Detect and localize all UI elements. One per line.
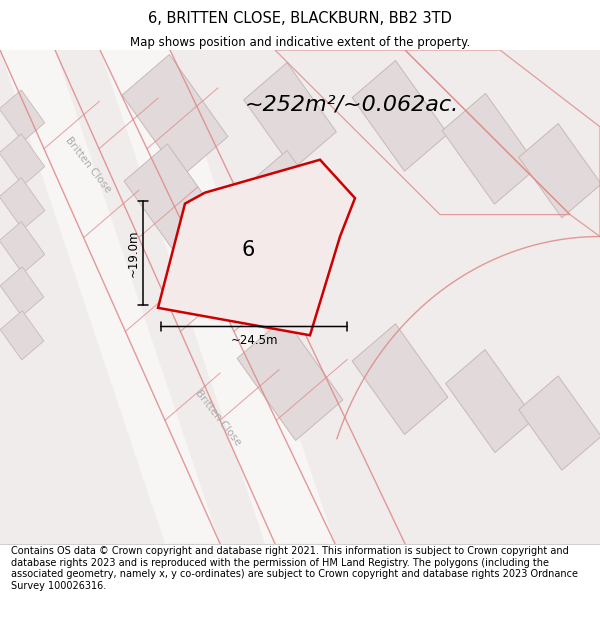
Polygon shape bbox=[0, 50, 220, 544]
Polygon shape bbox=[0, 134, 45, 186]
Text: Britten Close: Britten Close bbox=[63, 136, 113, 195]
Polygon shape bbox=[122, 54, 228, 177]
Polygon shape bbox=[352, 324, 448, 434]
Polygon shape bbox=[244, 62, 336, 169]
Polygon shape bbox=[100, 50, 335, 544]
Text: Map shows position and indicative extent of the property.: Map shows position and indicative extent… bbox=[130, 36, 470, 49]
Text: ~24.5m: ~24.5m bbox=[230, 334, 278, 348]
Text: Britten Close: Britten Close bbox=[193, 388, 243, 448]
Text: ~19.0m: ~19.0m bbox=[127, 229, 139, 277]
Polygon shape bbox=[352, 61, 448, 171]
Text: ~252m²/~0.062ac.: ~252m²/~0.062ac. bbox=[245, 95, 459, 115]
Polygon shape bbox=[519, 376, 600, 470]
Text: 6: 6 bbox=[241, 240, 254, 260]
Polygon shape bbox=[158, 160, 355, 335]
Polygon shape bbox=[442, 93, 538, 204]
Polygon shape bbox=[519, 124, 600, 218]
Polygon shape bbox=[0, 90, 45, 142]
Polygon shape bbox=[446, 349, 535, 452]
Polygon shape bbox=[237, 318, 343, 441]
Polygon shape bbox=[0, 177, 45, 229]
Polygon shape bbox=[0, 222, 45, 273]
Polygon shape bbox=[124, 144, 226, 263]
Polygon shape bbox=[0, 311, 44, 360]
Text: 6, BRITTEN CLOSE, BLACKBURN, BB2 3TD: 6, BRITTEN CLOSE, BLACKBURN, BB2 3TD bbox=[148, 11, 452, 26]
Polygon shape bbox=[0, 267, 44, 316]
Text: Contains OS data © Crown copyright and database right 2021. This information is : Contains OS data © Crown copyright and d… bbox=[11, 546, 578, 591]
Polygon shape bbox=[244, 151, 336, 257]
